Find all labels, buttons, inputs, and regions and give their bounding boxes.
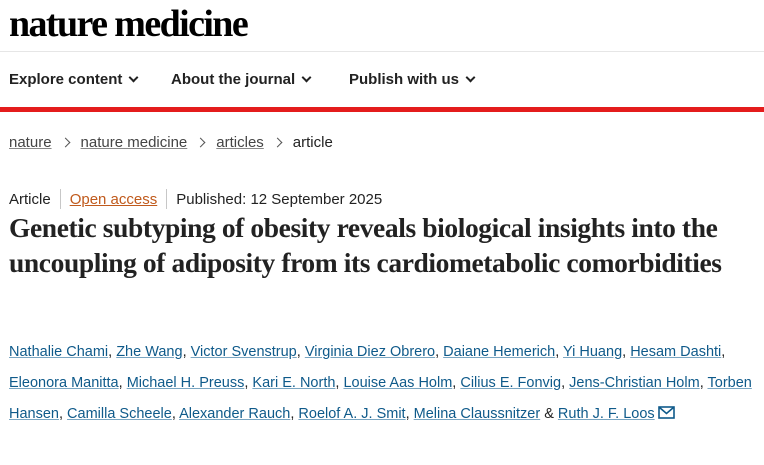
author-separator: , <box>290 406 295 422</box>
author-link[interactable]: Camilla Scheele <box>67 406 172 422</box>
author-link[interactable]: Zhe Wang <box>116 344 183 360</box>
author-link[interactable]: Jens-Christian Holm <box>569 375 700 391</box>
author-link-corresponding[interactable]: Ruth J. F. Loos <box>557 406 655 422</box>
author-separator: , <box>58 406 64 422</box>
nav-label: Publish with us <box>349 71 460 88</box>
author-separator: , <box>108 344 113 360</box>
mail-icon[interactable] <box>657 400 675 431</box>
author-separator: , <box>555 344 560 360</box>
author-link[interactable]: Hesam Dashti <box>630 344 722 360</box>
meta-divider <box>166 189 168 209</box>
author-link[interactable]: Virginia Diez Obrero <box>304 344 436 360</box>
author-link[interactable]: Torben Hansen <box>9 375 752 422</box>
author-separator: , <box>118 375 123 391</box>
author-list: Nathalie Chami, Zhe Wang, Victor Svenstr… <box>9 337 761 431</box>
author-separator: , <box>182 344 187 360</box>
breadcrumb-current: article <box>292 133 333 151</box>
header-divider <box>0 107 764 112</box>
author-ampersand: & <box>544 406 554 422</box>
author-link[interactable]: Michael H. Preuss <box>126 375 245 391</box>
meta-divider <box>59 189 61 209</box>
author-link[interactable]: Louise Aas Holm <box>343 375 453 391</box>
breadcrumb-nature-medicine[interactable]: nature medicine <box>80 133 188 151</box>
nav-about-journal[interactable]: About the journal <box>171 52 312 107</box>
author-link[interactable]: Eleonora Manitta <box>9 375 119 391</box>
author-separator: , <box>435 344 440 360</box>
chevron-down-icon <box>465 72 476 82</box>
chevron-down-icon <box>128 72 139 82</box>
author-link[interactable]: Daiane Hemerich <box>443 344 556 360</box>
author-link[interactable]: Melina Claussnitzer <box>413 406 541 422</box>
author-separator: , <box>244 375 249 391</box>
author-separator: , <box>335 375 340 391</box>
author-separator: , <box>405 406 410 422</box>
author-link[interactable]: Kari E. North <box>252 375 336 391</box>
author-link[interactable]: Cilius E. Fonvig <box>460 375 562 391</box>
author-separator: , <box>171 406 176 422</box>
nav-publish-with-us[interactable]: Publish with us <box>349 52 476 107</box>
article-title: Genetic subtyping of obesity reveals bio… <box>9 212 722 278</box>
author-separator: , <box>452 375 457 391</box>
article-type: Article <box>9 190 51 208</box>
author-link[interactable]: Victor Svenstrup <box>190 344 297 360</box>
chevron-right-icon <box>272 137 283 147</box>
breadcrumb-articles[interactable]: articles <box>216 133 264 151</box>
article-meta: Article Open access Published: 12 Septem… <box>9 188 382 210</box>
journal-logo[interactable]: nature medicine <box>9 3 249 45</box>
author-separator: , <box>699 375 704 391</box>
open-access-link[interactable]: Open access <box>69 190 158 208</box>
author-link[interactable]: Nathalie Chami <box>9 344 109 360</box>
author-separator: , <box>296 344 301 360</box>
breadcrumb: nature nature medicine articles article <box>9 131 333 153</box>
published-date: Published: 12 September 2025 <box>176 190 383 208</box>
author-link[interactable]: Alexander Rauch <box>179 406 291 422</box>
breadcrumb-nature[interactable]: nature <box>9 133 52 151</box>
author-separator: , <box>622 344 627 360</box>
author-separator: , <box>561 375 566 391</box>
chevron-right-icon <box>195 137 206 147</box>
chevron-down-icon <box>301 72 312 82</box>
nav-label: Explore content <box>9 71 123 88</box>
main-nav: Explore content About the journal Publis… <box>0 52 764 107</box>
nav-explore-content[interactable]: Explore content <box>9 52 139 107</box>
author-link[interactable]: Yi Huang <box>563 344 623 360</box>
brand-bar: nature medicine <box>0 0 764 52</box>
nav-label: About the journal <box>171 71 296 88</box>
author-separator: , <box>721 344 726 360</box>
author-link[interactable]: Roelof A. J. Smit <box>298 406 406 422</box>
chevron-right-icon <box>60 137 70 147</box>
